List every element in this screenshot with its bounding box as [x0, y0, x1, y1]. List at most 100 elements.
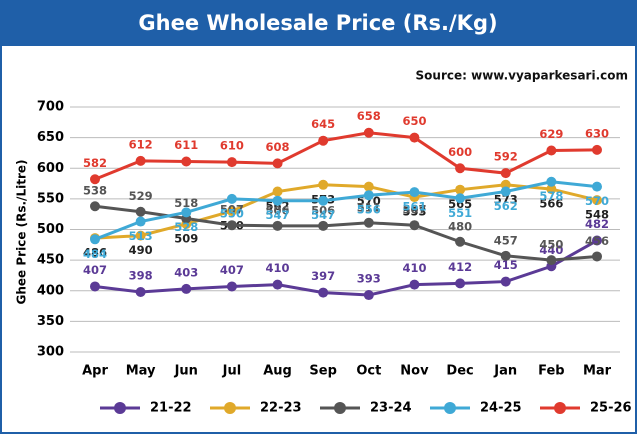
data-label: 529 [129, 189, 153, 203]
data-label: 556 [357, 203, 381, 217]
data-label: 410 [402, 261, 426, 275]
data-label: 403 [174, 265, 198, 279]
data-label: 410 [266, 261, 290, 275]
data-label: 548 [585, 208, 609, 222]
data-label: 480 [448, 219, 472, 233]
x-tick-label: Apr [82, 364, 108, 379]
data-label: 393 [357, 272, 381, 286]
x-tick-label: May [126, 364, 156, 379]
x-tick-label: Dec [446, 364, 473, 379]
data-label: 562 [494, 199, 518, 213]
point [409, 132, 420, 143]
data-label: 547 [311, 208, 335, 222]
data-label: 570 [357, 194, 381, 208]
point [546, 145, 557, 156]
data-label: 551 [448, 206, 472, 220]
point [546, 176, 557, 187]
point [135, 206, 146, 217]
data-label: 506 [266, 203, 290, 217]
data-label: 412 [448, 260, 472, 274]
point [90, 201, 100, 212]
y-tick-label: 400 [37, 283, 64, 298]
point [363, 181, 374, 192]
data-label: 578 [539, 189, 563, 203]
legend-marker [554, 402, 566, 414]
data-label: 509 [174, 231, 198, 245]
data-label: 630 [585, 126, 609, 140]
x-tick-label: Jul [222, 364, 242, 379]
point [272, 279, 283, 290]
data-label: 398 [129, 268, 153, 282]
point [135, 286, 146, 297]
legend-label: 22-23 [260, 401, 302, 416]
point [500, 276, 511, 287]
x-tick-label: Jan [493, 364, 517, 379]
data-label: 547 [266, 208, 290, 222]
point [135, 155, 146, 166]
point [318, 195, 329, 206]
point [592, 144, 602, 155]
y-tick-label: 700 [37, 100, 64, 115]
y-tick-label: 650 [37, 130, 64, 145]
data-label: 528 [174, 220, 198, 234]
y-tick-label: 350 [37, 314, 64, 329]
y-axis-label: Ghee Price (Rs./Litre) [15, 160, 29, 305]
point [592, 235, 602, 246]
data-label: 562 [266, 199, 290, 213]
point [455, 278, 466, 289]
y-tick-label: 600 [37, 161, 64, 176]
point [181, 207, 192, 218]
series-line [94, 183, 598, 240]
y-tick-label: 550 [37, 191, 64, 206]
data-label: 486 [83, 246, 107, 260]
point [318, 135, 329, 146]
legend-marker [444, 402, 456, 414]
series-line [94, 180, 598, 241]
point [226, 157, 237, 168]
y-tick-label: 450 [37, 253, 64, 268]
data-label: 629 [539, 127, 563, 141]
data-label: 608 [266, 140, 290, 154]
point [272, 186, 283, 197]
data-label: 484 [83, 247, 107, 261]
data-label: 440 [539, 243, 563, 257]
point [90, 234, 100, 245]
point [318, 220, 329, 231]
data-label: 570 [585, 194, 609, 208]
legend-marker [224, 402, 236, 414]
data-label: 561 [402, 200, 426, 214]
point [318, 179, 329, 190]
point [181, 156, 192, 167]
data-label: 650 [402, 114, 426, 128]
point [226, 193, 237, 204]
legend-marker [114, 402, 126, 414]
data-label: 397 [311, 269, 335, 283]
data-label: 612 [129, 137, 153, 151]
legend-label: 24-25 [480, 401, 522, 416]
data-label: 592 [494, 150, 518, 164]
chart-title: Ghee Wholesale Price (Rs./Kg) [138, 11, 497, 35]
x-tick-label: Aug [263, 364, 292, 379]
x-tick-label: Jun [174, 364, 198, 379]
point [500, 186, 511, 197]
x-tick-label: Sep [309, 364, 337, 379]
point [272, 158, 283, 169]
point [409, 187, 420, 198]
data-label: 645 [311, 117, 335, 131]
data-label: 550 [220, 206, 244, 220]
title-banner [0, 0, 637, 46]
series-line [94, 204, 598, 262]
point [272, 195, 283, 206]
data-label: 513 [129, 229, 153, 243]
x-tick-label: Oct [356, 364, 381, 379]
point [90, 281, 100, 292]
point [455, 193, 466, 204]
point [363, 190, 374, 201]
data-label: 610 [220, 139, 244, 153]
data-label: 600 [448, 145, 472, 159]
legend-label: 21-22 [150, 401, 192, 416]
data-label: 450 [539, 238, 563, 252]
data-label: 582 [83, 156, 107, 170]
